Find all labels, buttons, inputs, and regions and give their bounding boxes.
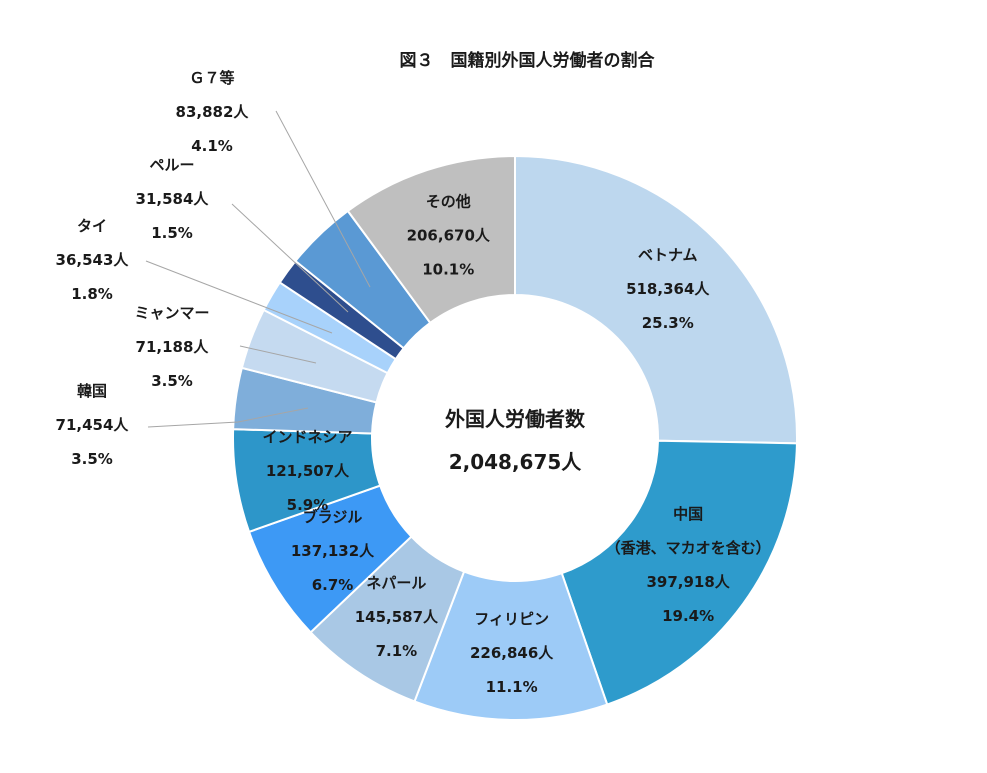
slice-label-0-line-2: 25.3% [642,314,694,332]
slice-label-2-line-0: フィリピン [474,610,549,628]
slice-label-2-line-2: 11.1% [486,678,538,696]
slice-label-4-line-1: 137,132人 [291,542,375,560]
slice-label-7-line-0: ミャンマー [134,304,209,322]
slice-label-8-line-0: タイ [77,217,107,235]
slice-label-11-line-2: 10.1% [422,261,474,279]
leader-line-9 [231,203,349,313]
slice-label-7-line-2: 3.5% [151,372,193,390]
slice-label-8-line-1: 36,543人 [56,251,130,269]
slice-11 [346,154,516,325]
donut-slices [232,154,798,721]
slice-1 [560,439,798,706]
slice-label-5-line-0: インドネシア [262,428,352,446]
slice-label-4-line-0: ブラジル [303,508,363,526]
slice-label-10-line-2: 4.1% [191,137,233,155]
slice-label-5-line-1: 121,507人 [266,462,350,480]
slice-label-0-line-0: ベトナム [638,246,698,264]
slice-label-10-line-0: Ｇ７等 [189,69,234,87]
chart-title: 図３ 国籍別外国人労働者の割合 [400,50,656,71]
slice-label-3-line-0: ネパール [366,574,426,592]
slice-label-6-line-2: 3.5% [71,450,113,468]
slice-label-1-line-0: 中国 [673,505,703,523]
slice-label-3-line-2: 7.1% [376,642,418,660]
slice-label-1-line-1: （香港、マカオを含む） [606,539,771,557]
slice-label-9-line-1: 31,584人 [136,190,210,208]
center-total-value: 2,048,675人 [449,450,583,474]
slice-label-1-line-2: 397,918人 [646,573,730,591]
slice-label-1-line-3: 19.4% [662,607,714,625]
leader-line-6 [147,407,309,428]
slice-label-6-line-1: 71,454人 [56,416,130,434]
slice-label-2-line-1: 226,846人 [470,644,554,662]
slice-label-11-line-0: その他 [426,193,471,211]
slice-label-6-line-0: 韓国 [77,382,107,400]
slice-label-8-line-2: 1.8% [71,285,113,303]
slice-label-4-line-2: 6.7% [312,576,354,594]
slice-label-9-line-2: 1.5% [151,224,193,242]
slice-label-9-line-0: ペルー [149,156,194,174]
slice-labels: ベトナム 518,364人 25.3% 中国 （香港、マカオを含む） 397,918人 19… [56,69,771,696]
leader-lines [145,110,371,428]
slice-label-10-line-1: 83,882人 [176,103,250,121]
leader-line-8 [145,260,333,334]
slice-label-3-line-1: 145,587人 [355,608,439,626]
slice-label-5-line-2: 5.9% [287,496,329,514]
slice-label-0-line-1: 518,364人 [626,280,710,298]
slice-0 [514,154,798,445]
slice-label-7-line-1: 71,188人 [136,338,210,356]
leader-line-10 [275,110,371,288]
slice-label-11-line-1: 206,670人 [407,227,491,245]
center-total-label: 外国人労働者数 [445,407,586,431]
leader-line-7 [239,345,317,364]
